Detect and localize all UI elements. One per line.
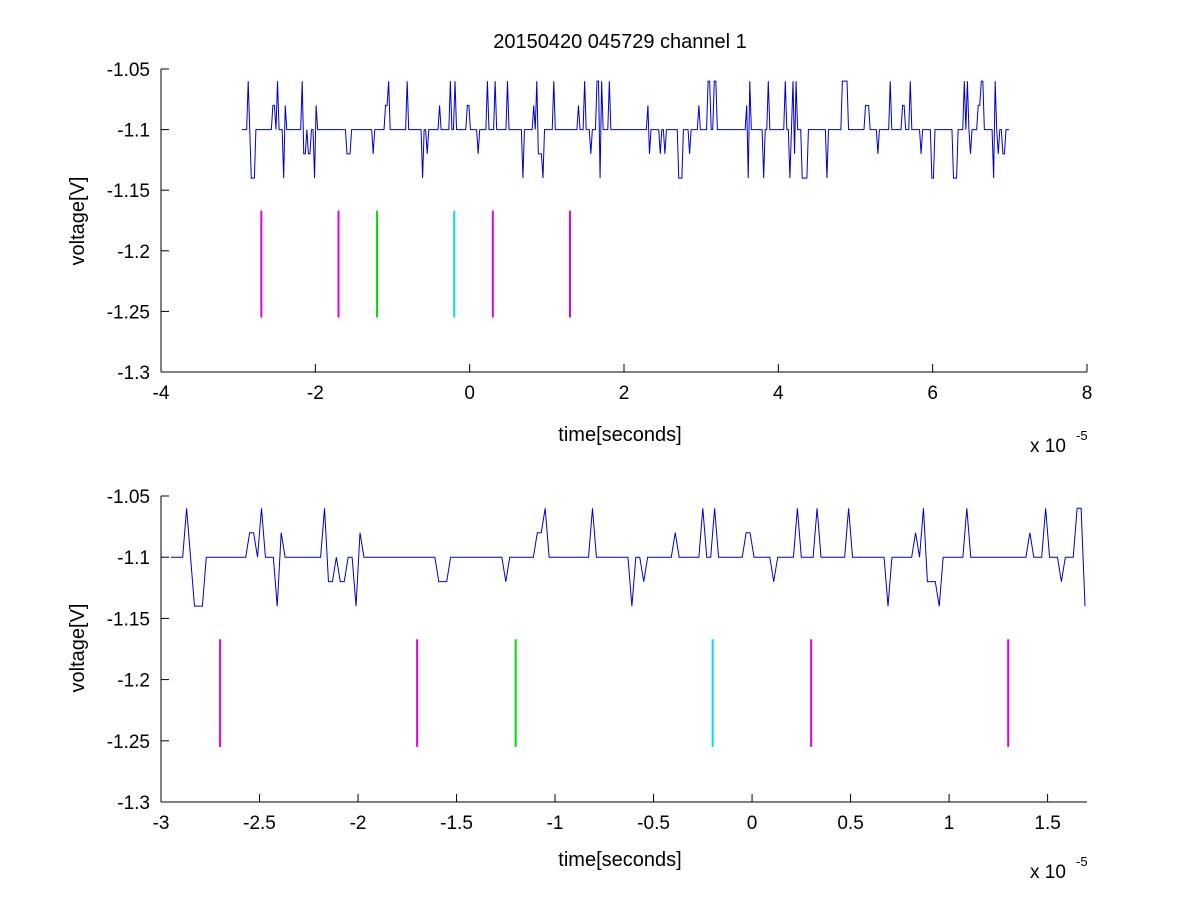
marker-group	[219, 639, 1010, 747]
x-tick-label: -0.5	[637, 813, 670, 834]
plot-series-group	[170, 507, 1086, 607]
x-exponent-label: x 10	[1030, 862, 1066, 883]
y-tick-label: -1.25	[107, 302, 150, 323]
series-line-0	[170, 507, 1086, 607]
y-tick-label: -1.1	[117, 548, 150, 569]
marker-group	[260, 210, 571, 318]
x-tick-label: 2	[619, 383, 630, 404]
y-tick-label: -1.05	[107, 60, 150, 81]
x-exponent-power: -5	[1076, 428, 1088, 443]
x-tick-label: 0	[747, 813, 758, 834]
y-tick-label: -1.15	[107, 609, 150, 630]
x-tick-label: 1.5	[1034, 813, 1060, 834]
y-tick-label: -1.2	[117, 242, 150, 263]
y-tick-label: -1.2	[117, 671, 150, 692]
x-tick-label: 4	[773, 383, 784, 404]
x-exponent-label: x 10	[1030, 436, 1066, 457]
y-tick-label: -1.3	[117, 363, 150, 384]
x-axis-label: time[seconds]	[558, 424, 681, 446]
chart-bottom: -3 -2.5 -2 -1.5 -1 -0.5 0 0.5 1 1.5 -1.3 -1.25 -1.2 -…	[67, 487, 1088, 883]
x-tick-label: 6	[927, 383, 938, 404]
y-tick-label: -1.3	[117, 793, 150, 814]
x-tick-label: -2	[307, 383, 324, 404]
x-tick-label: 8	[1082, 383, 1093, 404]
x-tick-label: -2	[350, 813, 367, 834]
y-tick-label: -1.1	[117, 121, 150, 142]
x-tick-label: -4	[153, 383, 170, 404]
y-axis-label: voltage[V]	[67, 177, 89, 266]
x-tick-label: 0	[464, 383, 475, 404]
x-tick-label: 0.5	[837, 813, 863, 834]
series-line-0	[242, 80, 1010, 179]
x-tick-label: -3	[153, 813, 170, 834]
x-tick-label: -2.5	[243, 813, 276, 834]
x-exponent-power: -5	[1076, 854, 1088, 869]
y-tick-label: -1.25	[107, 732, 150, 753]
plot-series-group	[242, 80, 1010, 179]
y-tick-label: -1.15	[107, 181, 150, 202]
chart-title: 20150420 045729 channel 1	[493, 31, 747, 53]
x-tick-label: 1	[944, 813, 955, 834]
axes-top: -4 -2 0 2 4 6 8 -1.3 -1.25 -1.2 -1.15 -1.1 -1.05	[107, 60, 1093, 404]
x-tick-label: -1.5	[440, 813, 473, 834]
x-axis-label: time[seconds]	[558, 849, 681, 871]
x-tick-label: -1	[547, 813, 564, 834]
y-axis-label: voltage[V]	[67, 604, 89, 693]
y-tick-label: -1.05	[107, 487, 150, 508]
chart-top: 20150420 045729 channel 1 -4 -2 0 2 4 6 8-1.3-…	[67, 31, 1092, 457]
axes-bottom: -3 -2.5 -2 -1.5 -1 -0.5 0 0.5 1 1.5 -1.3 -1.25 -1.2 -…	[107, 487, 1087, 834]
